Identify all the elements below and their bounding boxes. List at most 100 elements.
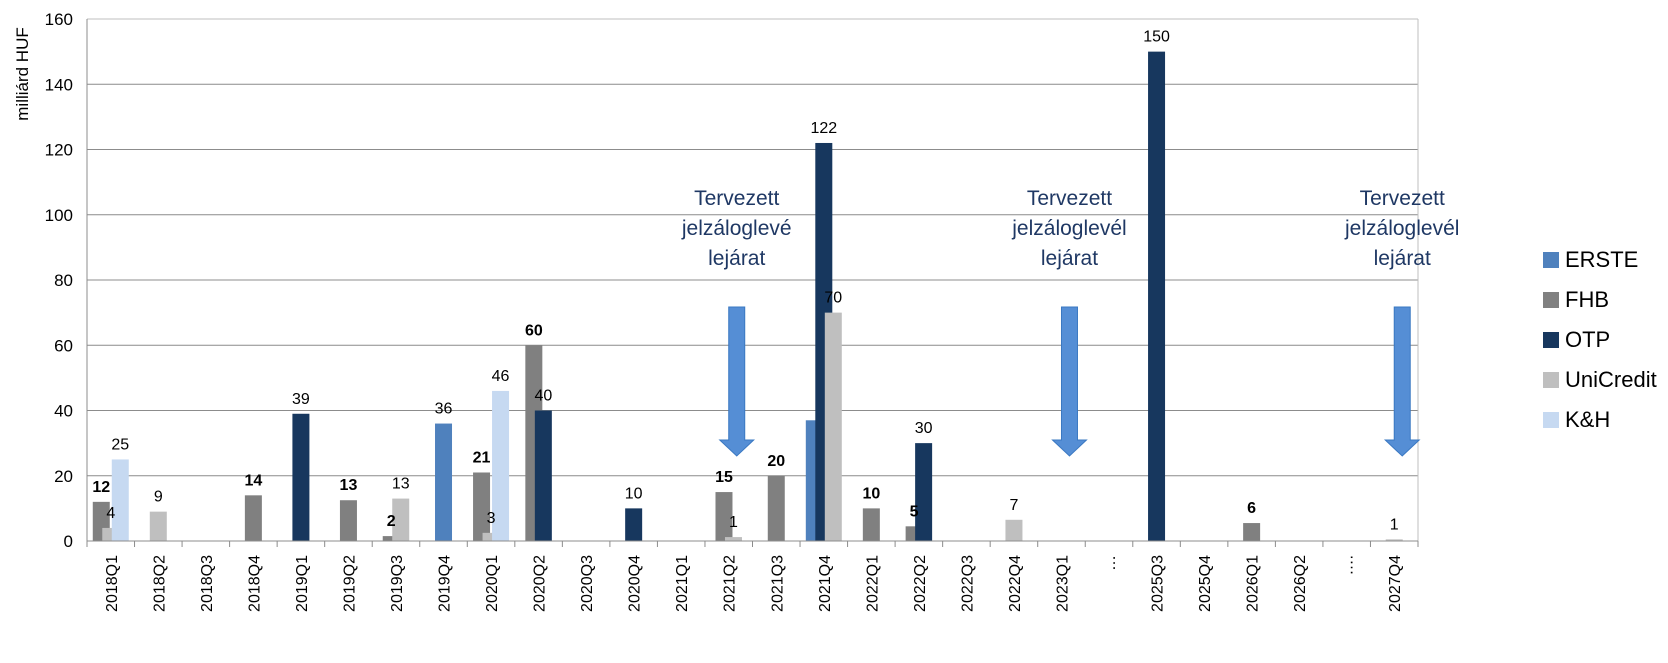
y-tick-label: 60 (54, 336, 73, 355)
legend-item-kh: K&H (1543, 400, 1657, 440)
legend-swatch (1543, 412, 1559, 428)
x-tick-label: 2026Q1 (1245, 555, 1262, 612)
data-label: 21 (473, 449, 491, 466)
data-label: 10 (625, 485, 643, 502)
data-label: 36 (435, 401, 453, 418)
bar-kh-2018q1 (111, 459, 129, 541)
data-label: 9 (154, 489, 163, 506)
data-label: 4 (106, 505, 115, 522)
down-arrow-icon (1051, 306, 1088, 457)
y-tick-label: 0 (64, 532, 73, 551)
x-tick-label: 2021Q4 (817, 555, 834, 612)
data-label: 70 (824, 290, 842, 307)
x-tick-label: 2022Q3 (959, 555, 976, 612)
bar-fhb-2021q3 (767, 475, 785, 541)
x-tick-label: 2022Q4 (1007, 555, 1024, 612)
x-tick-label: 2023Q1 (1054, 555, 1071, 612)
data-label: 39 (292, 391, 310, 408)
legend-swatch (1543, 252, 1559, 268)
annotation-text: Tervezett (694, 187, 779, 210)
down-arrow-icon (718, 306, 755, 457)
annotation-text: lejárat (708, 247, 765, 270)
y-tick-label: 120 (45, 141, 73, 160)
data-label: 3 (487, 510, 496, 527)
annotation-text: jelzáloglevél (1011, 217, 1126, 240)
data-label: 150 (1143, 29, 1170, 46)
x-tick-label: 2021Q1 (674, 555, 691, 612)
y-tick-label: 20 (54, 467, 73, 486)
bar-unicredit-2018q2 (149, 511, 167, 541)
bar-otp-2020q2 (534, 410, 552, 541)
x-tick-label: …. (1340, 555, 1357, 575)
annotations: Tervezett jelzáloglevé lejárat Tervezett jel… (681, 187, 1460, 270)
legend-item-unicredit: UniCredit (1543, 360, 1657, 400)
x-tick-label: 2026Q2 (1292, 555, 1309, 612)
x-tick-label: 2019Q2 (341, 555, 358, 612)
y-tick-label: 80 (54, 271, 73, 290)
bar-fhb-2020q1 (473, 472, 491, 541)
annotation-text: lejárat (1041, 247, 1098, 270)
data-label: 20 (767, 453, 785, 470)
bar-unicredit-2021q4 (824, 312, 842, 541)
data-label: 13 (340, 477, 358, 494)
data-label: 10 (862, 485, 880, 502)
data-label: 60 (525, 322, 543, 339)
down-arrow-icon (1383, 306, 1421, 457)
legend: ERSTE FHB OTP UniCredit K&H (1543, 240, 1657, 440)
data-label: 40 (534, 388, 552, 405)
bar-otp-2022q2 (915, 443, 933, 541)
x-tick-label: 2027Q4 (1387, 555, 1404, 612)
bar-unicredit-2022q4 (1005, 519, 1023, 541)
x-tick-label: 2020Q2 (532, 555, 549, 612)
annotation-text: Tervezett (1360, 187, 1445, 210)
x-tick-label: 2025Q3 (1150, 555, 1167, 612)
y-tick-label: 140 (45, 75, 73, 94)
annotation-text: Tervezett (1027, 187, 1112, 210)
bar-fhb-2018q4 (244, 495, 262, 541)
x-tick-label: 2022Q1 (864, 555, 881, 612)
data-label: 46 (492, 368, 510, 385)
x-tick-label: 2019Q4 (437, 555, 454, 612)
data-label: 25 (111, 436, 129, 453)
bar-otp-2025q3 (1148, 51, 1166, 541)
data-label: 5 (910, 503, 919, 520)
legend-swatch (1543, 292, 1559, 308)
bar-fhb-2019q2 (339, 500, 357, 541)
data-label: 6 (1247, 500, 1256, 517)
x-tick-label: 2019Q1 (294, 555, 311, 612)
legend-item-fhb: FHB (1543, 280, 1657, 320)
bar-unicredit-2027q4 (1385, 539, 1403, 541)
legend-swatch (1543, 332, 1559, 348)
bar-unicredit-2019q3 (392, 498, 410, 541)
x-tick-label: 2018Q4 (246, 555, 263, 612)
annotation-arrows (718, 306, 1421, 457)
x-tick-label: … (1102, 555, 1119, 571)
bar-otp-2019q1 (292, 413, 310, 541)
legend-label: OTP (1565, 327, 1611, 352)
data-label: 1 (729, 514, 738, 531)
x-tick-label: 2020Q1 (484, 555, 501, 612)
legend-swatch (1543, 372, 1559, 388)
x-tick-label: 2021Q3 (769, 555, 786, 612)
data-label: 2 (387, 513, 396, 530)
annotation-text: jelzáloglevél (1344, 217, 1459, 240)
bar-unicredit-2021q2 (724, 537, 742, 541)
y-tick-label: 160 (45, 10, 73, 29)
annotation-text: lejárat (1374, 247, 1431, 270)
x-tick-label: 2018Q2 (151, 555, 168, 612)
bar-fhb-2019q3 (382, 536, 400, 541)
data-label: 122 (810, 120, 837, 137)
data-labels: 1242591439132133621346604010151201227010… (92, 29, 1398, 534)
data-label: 1 (1390, 516, 1399, 533)
x-tick-label: 2020Q4 (627, 555, 644, 612)
grid-lines (87, 18, 1419, 542)
bar-unicredit-2020q1 (482, 532, 500, 541)
x-tick-label: 2018Q1 (104, 555, 121, 612)
data-label: 15 (715, 469, 733, 486)
bar-fhb-2021q2 (715, 492, 733, 541)
y-axis-label: milliárd HUF (13, 27, 32, 121)
annotation-text: jelzáloglevé (681, 217, 792, 240)
bar-otp-2020q4 (625, 508, 643, 541)
legend-label: UniCredit (1565, 367, 1657, 392)
